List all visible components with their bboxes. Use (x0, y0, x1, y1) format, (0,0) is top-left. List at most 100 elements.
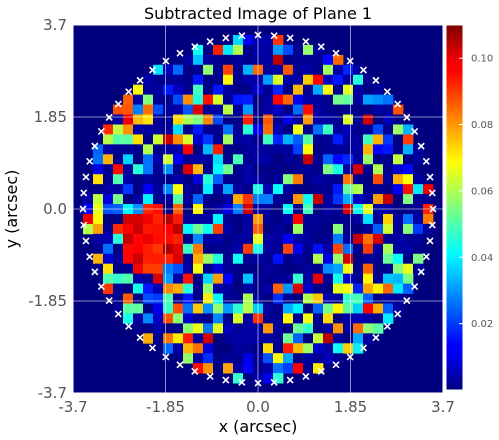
heatmap-cell (293, 333, 304, 344)
heatmap-cell (323, 323, 334, 334)
heatmap-cell (223, 64, 234, 76)
heatmap-cell (313, 114, 324, 125)
y-tick-label: 3.7 (43, 16, 67, 34)
heatmap-cell (333, 313, 344, 324)
heatmap-cell (233, 253, 244, 265)
mask-border-marker (254, 379, 262, 387)
heatmap-cell (303, 363, 314, 374)
heatmap-cell (303, 303, 314, 314)
heatmap-cell (323, 303, 334, 314)
heatmap-cell (353, 174, 364, 185)
heatmap-cell (123, 114, 134, 125)
heatmap-cell (333, 184, 344, 195)
heatmap-cell (273, 44, 284, 56)
y-tick-label: -1.85 (28, 292, 67, 310)
heatmap-cell (293, 194, 304, 205)
heatmap-cell (313, 263, 324, 275)
heatmap-cell (343, 223, 354, 235)
heatmap-cell (403, 233, 414, 245)
heatmap-cell (133, 323, 144, 334)
heatmap-cell (173, 213, 184, 225)
heatmap-cell (123, 124, 134, 135)
heatmap-cell (143, 134, 154, 145)
heatmap-cell (313, 343, 324, 354)
heatmap-cell (333, 84, 344, 96)
heatmap-cell (213, 104, 224, 115)
heatmap-cell (123, 233, 134, 245)
heatmap-cell (203, 194, 214, 205)
heatmap-cell (183, 263, 194, 275)
heatmap-cell (313, 144, 324, 155)
heatmap-cell (153, 174, 164, 185)
heatmap-cell (263, 114, 274, 125)
heatmap-cell (163, 74, 174, 86)
heatmap-cell (133, 104, 144, 115)
heatmap-cell (293, 74, 304, 86)
mask-border (79, 31, 437, 387)
heatmap-cell (353, 194, 364, 205)
heatmap-cell (183, 144, 194, 155)
mask-border-marker (176, 49, 184, 57)
heatmap-cell (243, 233, 254, 245)
heatmap-cell (163, 194, 174, 205)
heatmap-cell (383, 144, 394, 155)
heatmap-cell (273, 74, 284, 86)
heatmap-cell (193, 164, 204, 175)
heatmap-cell (223, 124, 234, 135)
heatmap-cell (373, 164, 384, 175)
heatmap-cell (393, 174, 404, 185)
mask-border-marker (426, 237, 434, 245)
heatmap-cell (323, 64, 334, 76)
heatmap-cell (273, 373, 284, 384)
mask-border-marker (114, 100, 122, 108)
heatmap-cell (113, 253, 124, 265)
colorbar-ticks: 0.02 0.04 0.06 0.08 0.10 (459, 54, 493, 330)
heatmap-cell (273, 303, 284, 314)
heatmap-cell (173, 174, 184, 185)
heatmap-cell (183, 223, 194, 235)
heatmap-cell (273, 114, 284, 125)
y-tick-label: -3.7 (38, 384, 67, 402)
heatmap-cell (383, 154, 394, 165)
heatmap-cell (273, 134, 284, 145)
heatmap-cell (133, 313, 144, 324)
heatmap-cell (323, 353, 334, 364)
heatmap-cell (363, 333, 374, 344)
heatmap-cell (163, 313, 174, 324)
heatmap-cell (373, 223, 384, 235)
heatmap-cell (343, 213, 354, 225)
heatmap-cell (163, 213, 174, 225)
heatmap-cell (313, 223, 324, 235)
mask-border-marker (97, 127, 105, 135)
heatmap-cell (163, 343, 174, 354)
heatmap-cell (233, 283, 244, 294)
heatmap-cell (203, 313, 214, 324)
heatmap-cell (283, 144, 294, 155)
heatmap-cell (293, 253, 304, 265)
heatmap-cell (163, 174, 174, 185)
heatmap-cell (153, 94, 164, 105)
heatmap-cell (133, 134, 144, 145)
heatmap-cell (323, 104, 334, 115)
heatmap-cell (203, 144, 214, 155)
heatmap-cell (343, 313, 354, 324)
heatmap-cell (113, 184, 124, 195)
heatmap-cell (173, 263, 184, 275)
heatmap-cell (103, 174, 114, 185)
heatmap-cell (193, 233, 204, 245)
heatmap-cell (233, 263, 244, 275)
heatmap-cell (173, 104, 184, 115)
heatmap-cell (203, 164, 214, 175)
heatmap-cell (153, 263, 164, 275)
heatmap-cell (263, 194, 274, 205)
heatmap-cell (163, 144, 174, 155)
heatmap-cell (303, 243, 314, 255)
heatmap-cell (363, 303, 374, 314)
heatmap-cell (273, 124, 284, 135)
heatmap-cell (323, 94, 334, 105)
heatmap-cell (343, 164, 354, 175)
heatmap-cell (163, 293, 174, 304)
heatmap-cell (273, 313, 284, 324)
heatmap-cell (293, 353, 304, 364)
heatmap-cell (163, 124, 174, 135)
